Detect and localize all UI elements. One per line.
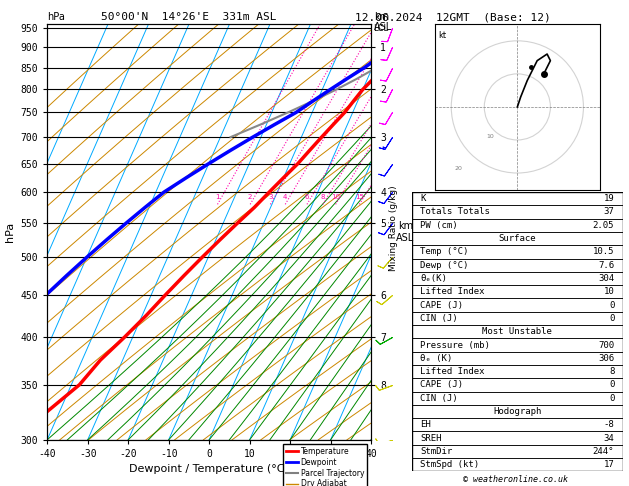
Text: 20: 20 <box>455 166 462 171</box>
Text: 10.5: 10.5 <box>593 247 615 256</box>
Text: 15: 15 <box>355 194 364 200</box>
Text: 12.06.2024  12GMT  (Base: 12): 12.06.2024 12GMT (Base: 12) <box>355 12 551 22</box>
Text: CAPE (J): CAPE (J) <box>420 300 464 310</box>
Y-axis label: km
ASL: km ASL <box>396 221 415 243</box>
Text: 19: 19 <box>604 194 615 203</box>
Text: 700: 700 <box>598 341 615 349</box>
Text: LCL: LCL <box>373 23 388 33</box>
Text: Dewp (°C): Dewp (°C) <box>420 260 469 270</box>
Text: Totals Totals: Totals Totals <box>420 208 490 216</box>
Text: 0: 0 <box>609 300 615 310</box>
Text: 10: 10 <box>331 194 340 200</box>
Text: 2: 2 <box>248 194 252 200</box>
Text: Pressure (mb): Pressure (mb) <box>420 341 490 349</box>
Text: hPa: hPa <box>47 12 65 22</box>
Text: θₑ (K): θₑ (K) <box>420 354 453 363</box>
Text: Hodograph: Hodograph <box>493 407 542 416</box>
Text: 304: 304 <box>598 274 615 283</box>
Text: 17: 17 <box>604 460 615 469</box>
Text: Most Unstable: Most Unstable <box>482 327 552 336</box>
Text: StmDir: StmDir <box>420 447 453 456</box>
Text: 37: 37 <box>604 208 615 216</box>
Text: Mixing Ratio (g/kg): Mixing Ratio (g/kg) <box>389 186 398 271</box>
Text: 10: 10 <box>604 287 615 296</box>
Text: Temp (°C): Temp (°C) <box>420 247 469 256</box>
Text: CIN (J): CIN (J) <box>420 394 458 403</box>
Text: K: K <box>420 194 426 203</box>
Legend: Temperature, Dewpoint, Parcel Trajectory, Dry Adiabat, Wet Adiabat, Isotherm, Mi: Temperature, Dewpoint, Parcel Trajectory… <box>283 444 367 486</box>
Text: 2.05: 2.05 <box>593 221 615 230</box>
Text: 1: 1 <box>215 194 220 200</box>
Text: 244°: 244° <box>593 447 615 456</box>
X-axis label: Dewpoint / Temperature (°C): Dewpoint / Temperature (°C) <box>129 465 289 474</box>
Text: Surface: Surface <box>499 234 536 243</box>
Text: 34: 34 <box>604 434 615 443</box>
Text: EH: EH <box>420 420 431 429</box>
Text: 7.6: 7.6 <box>598 260 615 270</box>
Text: kt: kt <box>438 31 446 40</box>
Text: SREH: SREH <box>420 434 442 443</box>
Text: km
ASL: km ASL <box>374 12 392 32</box>
Y-axis label: hPa: hPa <box>5 222 15 242</box>
Text: Lifted Index: Lifted Index <box>420 367 485 376</box>
Text: 3: 3 <box>268 194 272 200</box>
Text: © weatheronline.co.uk: © weatheronline.co.uk <box>464 474 568 484</box>
Text: 0: 0 <box>609 394 615 403</box>
Text: PW (cm): PW (cm) <box>420 221 458 230</box>
Text: CIN (J): CIN (J) <box>420 314 458 323</box>
Text: 306: 306 <box>598 354 615 363</box>
Text: θₑ(K): θₑ(K) <box>420 274 447 283</box>
Text: 8: 8 <box>609 367 615 376</box>
Text: 10: 10 <box>486 134 494 139</box>
Text: StmSpd (kt): StmSpd (kt) <box>420 460 479 469</box>
Text: 8: 8 <box>321 194 325 200</box>
Text: 4: 4 <box>283 194 287 200</box>
Text: -8: -8 <box>604 420 615 429</box>
Text: 50°00'N  14°26'E  331m ASL: 50°00'N 14°26'E 331m ASL <box>101 12 277 22</box>
Text: 0: 0 <box>609 314 615 323</box>
Text: CAPE (J): CAPE (J) <box>420 381 464 389</box>
Text: 6: 6 <box>304 194 309 200</box>
Text: 0: 0 <box>609 381 615 389</box>
Text: Lifted Index: Lifted Index <box>420 287 485 296</box>
